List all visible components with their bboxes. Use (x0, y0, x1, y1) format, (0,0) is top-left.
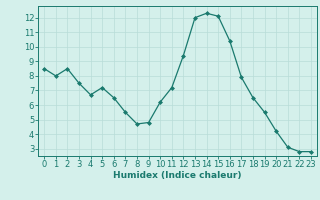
X-axis label: Humidex (Indice chaleur): Humidex (Indice chaleur) (113, 171, 242, 180)
